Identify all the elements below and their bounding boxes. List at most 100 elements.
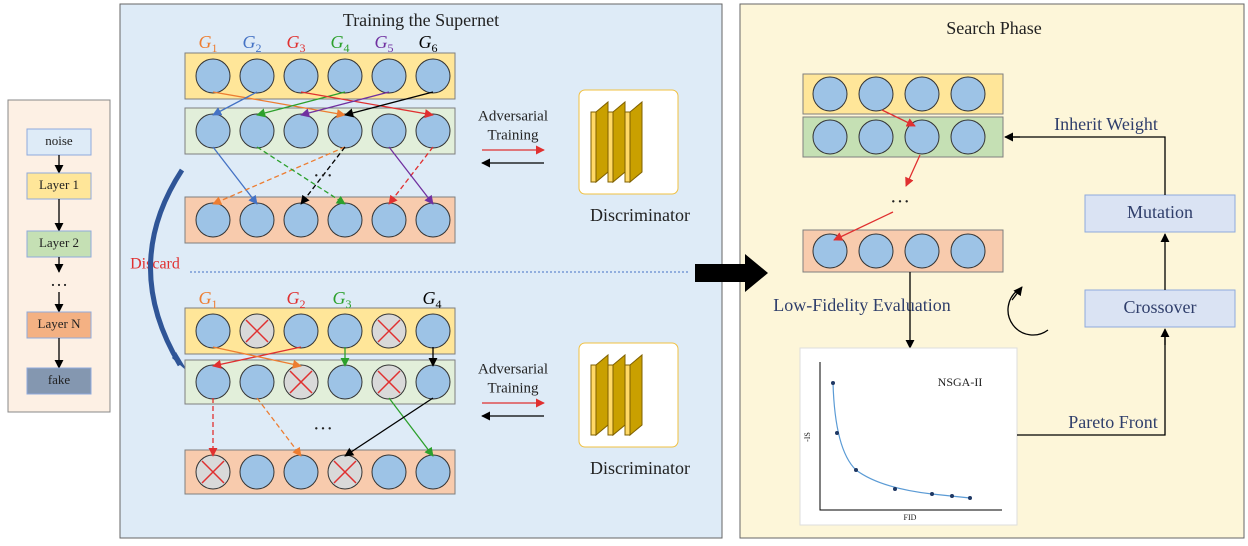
discriminator-slab: [613, 355, 625, 435]
node: [196, 114, 230, 148]
discard-label: Discard: [130, 256, 180, 273]
node: [905, 77, 939, 111]
node: [240, 203, 274, 237]
node: [196, 59, 230, 93]
discriminator-face: [608, 112, 613, 182]
discriminator-slab: [630, 355, 642, 435]
node: [196, 314, 230, 348]
node: [284, 203, 318, 237]
plot-point: [930, 492, 934, 496]
pipeline-label: Layer N: [38, 316, 82, 331]
generator-letter: G: [331, 32, 344, 52]
plot-y-label: -IS: [803, 432, 812, 442]
inherit-label: Inherit Weight: [1054, 114, 1158, 134]
node: [951, 120, 985, 154]
generator-index: 4: [344, 41, 350, 55]
plot-point: [893, 487, 897, 491]
node: [240, 365, 274, 399]
node: [328, 59, 362, 93]
generator-letter: G: [287, 288, 300, 308]
ellipsis: …: [313, 413, 333, 435]
discriminator-slab: [613, 102, 625, 182]
node: [951, 234, 985, 268]
discriminator-face: [625, 112, 630, 182]
discriminator-label: Discriminator: [590, 205, 690, 225]
node: [416, 203, 450, 237]
generator-letter: G: [199, 288, 212, 308]
node: [372, 59, 406, 93]
node: [372, 114, 406, 148]
pipeline-label: noise: [45, 133, 73, 148]
diagram: Training the Supernet Search Phase Disca…: [0, 0, 1248, 541]
discriminator-slab: [630, 102, 642, 182]
pareto-label: Pareto Front: [1068, 412, 1158, 432]
plot-box: [800, 348, 1017, 525]
node: [416, 59, 450, 93]
discriminator-face: [591, 112, 596, 182]
node: [240, 455, 274, 489]
node: [905, 234, 939, 268]
plot-point: [950, 494, 954, 498]
ellipsis: …: [313, 160, 333, 182]
plot-point: [835, 431, 839, 435]
node: [328, 314, 362, 348]
node: [813, 120, 847, 154]
generator-index: 3: [300, 41, 306, 55]
generator-index: 1: [212, 41, 218, 55]
search-title: Search Phase: [946, 18, 1041, 38]
generator-index: 5: [388, 41, 394, 55]
node: [859, 234, 893, 268]
evaluation-label: Low-Fidelity Evaluation: [773, 295, 950, 315]
discriminator-label: Discriminator: [590, 458, 690, 478]
node: [328, 203, 362, 237]
plot-point: [968, 496, 972, 500]
node: [813, 77, 847, 111]
node: [196, 203, 230, 237]
generator-letter: G: [423, 288, 436, 308]
generator-letter: G: [243, 32, 256, 52]
generator-index: 4: [436, 297, 442, 311]
discriminator-face: [591, 365, 596, 435]
generator-letter: G: [287, 32, 300, 52]
node: [416, 114, 450, 148]
generator-index: 2: [300, 297, 306, 311]
generator-letter: G: [419, 32, 432, 52]
crossover-label: Crossover: [1124, 297, 1197, 317]
pipeline-label: Layer 1: [39, 177, 79, 192]
generator-letter: G: [199, 32, 212, 52]
node: [416, 314, 450, 348]
node: [240, 114, 274, 148]
discriminator-slab: [596, 102, 608, 182]
generator-index: 3: [346, 297, 352, 311]
plot-point: [854, 468, 858, 472]
generator-letter: G: [375, 32, 388, 52]
discriminator-face: [608, 365, 613, 435]
node: [284, 114, 318, 148]
adversarial-label: Adversarial: [478, 361, 548, 377]
pipeline-label: Layer 2: [39, 235, 79, 250]
node: [372, 203, 406, 237]
node: [416, 455, 450, 489]
node: [196, 365, 230, 399]
page: Training the Supernet Search Phase Disca…: [0, 0, 1248, 546]
node: [905, 120, 939, 154]
node: [284, 455, 318, 489]
node: [813, 234, 847, 268]
generator-index: 2: [256, 41, 262, 55]
mutation-label: Mutation: [1127, 202, 1193, 222]
node: [240, 59, 274, 93]
node: [372, 455, 406, 489]
node: [284, 59, 318, 93]
plot-point: [831, 381, 835, 385]
node: [328, 365, 362, 399]
plot-x-label: FID: [904, 513, 917, 522]
supernet-title: Training the Supernet: [343, 10, 499, 30]
discriminator-face: [625, 365, 630, 435]
discriminator-slab: [596, 355, 608, 435]
node: [859, 120, 893, 154]
ellipsis: …: [890, 186, 910, 208]
node: [328, 114, 362, 148]
pipeline-label: fake: [48, 372, 71, 387]
node: [416, 365, 450, 399]
plot-title: NSGA-II: [938, 375, 983, 389]
